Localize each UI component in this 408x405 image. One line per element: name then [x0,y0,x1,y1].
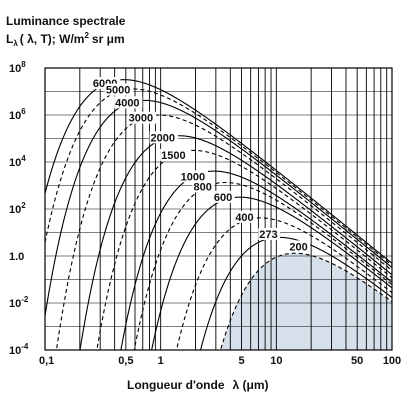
shaded-area-200 [217,253,392,350]
y-tick-label: 1.0 [9,251,24,263]
curve-label-5000: 5000 [106,85,130,97]
curve-600K [151,196,392,350]
curve-2000K [79,135,392,350]
curve-label-bg-400 [234,210,257,223]
curve-label-bg-1500 [160,148,189,161]
shaded-region [217,253,392,350]
curve-label-400: 400 [235,212,253,224]
curve-4000K [45,99,392,316]
curve-label-bg-1000 [179,170,209,183]
curve-label-bg-600 [212,190,235,203]
x-tick-label: 5 [238,355,244,367]
curve-label-bg-5000 [104,83,134,96]
plot-frame [44,67,393,351]
x-tick-label: 50 [351,355,363,367]
curve-label-bg-4000 [114,96,143,109]
x-tick-labels: 0,1 0,5 1 5 10 50 100 [39,355,401,367]
chart-title: Luminance spectrale [6,14,126,28]
curve-400K [175,217,392,350]
curve-200K [219,252,392,350]
curve-800K [133,181,392,350]
curve-label-bg-200 [288,240,311,253]
curve-label-4000: 4000 [115,97,139,109]
curve-label-3000: 3000 [129,113,153,125]
y-tick-label: 108 [9,60,26,75]
curve-label-bg-3000 [127,111,157,124]
x-tick-label: 0,1 [39,355,54,367]
y-tick-label: 106 [9,107,26,122]
curve-label-bg-273 [258,228,281,241]
curve-label-2000: 2000 [151,132,175,144]
curve-1000K [120,170,392,350]
curve-label-bg-2000 [149,131,178,144]
y-tick-label: 10-4 [9,342,29,357]
x-axis-label: Longueur d'onde λ (μm) [127,378,269,392]
curve-label-1000: 1000 [181,171,205,183]
y-axis-label-symbol: L [6,32,13,46]
curve-label-273: 273 [259,229,277,241]
x-axis-label-text: Longueur d'onde [127,378,225,392]
curve-labels: 6000500040003000200015001000800600400273… [91,77,311,253]
x-tick-label: 0,5 [118,355,133,367]
y-axis-label-unit: sr μm [92,32,125,46]
curve-label-600: 600 [214,192,232,204]
x-tick-label: 100 [383,355,401,367]
x-tick-label: 10 [270,355,282,367]
y-axis-label-args: ( λ, T); W/m [20,32,85,46]
curve-1500K [96,149,392,350]
curve-5000K [45,88,392,266]
curve-273K [199,236,392,350]
curve-label-1500: 1500 [161,150,185,162]
curve-label-200: 200 [289,241,307,253]
y-axis-label-sub: λ [13,39,18,48]
y-tick-label: 104 [9,154,26,169]
y-tick-labels: 108 106 104 102 1.0 10-2 10-4 [9,60,29,357]
y-axis-label-sup: 2 [84,31,89,40]
curve-label-bg-800 [192,180,215,193]
y-axis-label: Lλ( λ, T); W/m2 sr μm [6,31,125,48]
x-axis-label-symbol: λ (μm) [233,378,269,392]
x-tick-label: 1 [158,355,164,367]
curve-label-800: 800 [193,181,211,193]
y-tick-label: 102 [9,201,26,216]
curves [45,79,392,350]
y-tick-label: 10-2 [9,295,29,310]
